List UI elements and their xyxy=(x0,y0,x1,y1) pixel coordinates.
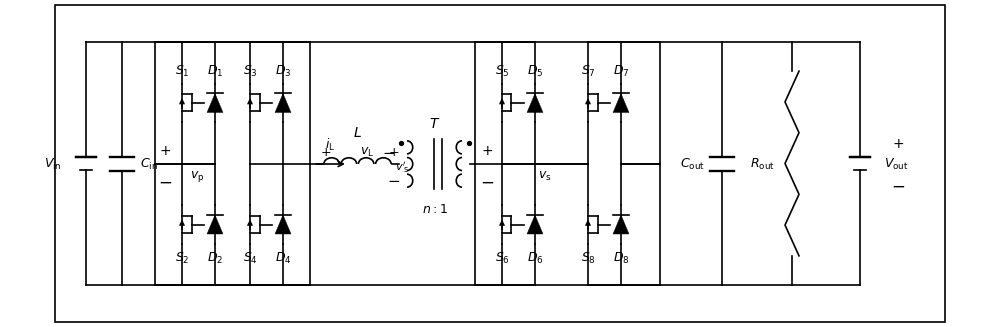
Text: $+$: $+$ xyxy=(388,146,400,159)
Text: $+$: $+$ xyxy=(159,144,171,158)
Text: $V_{\rm out}$: $V_{\rm out}$ xyxy=(884,156,909,172)
Text: $-$: $-$ xyxy=(891,177,905,195)
Text: $S_1$: $S_1$ xyxy=(175,64,189,79)
Text: $D_7$: $D_7$ xyxy=(613,64,629,79)
Text: $S_2$: $S_2$ xyxy=(175,251,189,266)
Polygon shape xyxy=(527,215,543,234)
Text: $L$: $L$ xyxy=(353,126,362,140)
Polygon shape xyxy=(275,94,291,112)
Polygon shape xyxy=(613,215,629,234)
Text: $-$: $-$ xyxy=(387,173,401,187)
Text: $S_5$: $S_5$ xyxy=(495,64,509,79)
Text: $-$: $-$ xyxy=(382,145,396,160)
Text: $v_{\rm L}$: $v_{\rm L}$ xyxy=(360,146,374,159)
Text: $i_{\rm L}$: $i_{\rm L}$ xyxy=(325,137,336,153)
Text: $-$: $-$ xyxy=(480,173,494,191)
Text: $D_8$: $D_8$ xyxy=(613,251,629,266)
Text: $D_3$: $D_3$ xyxy=(275,64,291,79)
Text: $+$: $+$ xyxy=(481,144,493,158)
Text: $T$: $T$ xyxy=(429,117,440,131)
Polygon shape xyxy=(275,215,291,234)
Text: $+$: $+$ xyxy=(892,137,904,151)
Polygon shape xyxy=(207,94,223,112)
Text: $v_{\rm s}$: $v_{\rm s}$ xyxy=(538,169,552,182)
Text: $S_8$: $S_8$ xyxy=(581,251,595,266)
Text: $-$: $-$ xyxy=(158,173,172,191)
Text: $v_{\rm p}$: $v_{\rm p}$ xyxy=(190,168,204,183)
Text: $D_6$: $D_6$ xyxy=(527,251,543,266)
Text: $D_2$: $D_2$ xyxy=(207,251,223,266)
Text: $+$: $+$ xyxy=(320,146,332,159)
Text: $S_4$: $S_4$ xyxy=(243,251,257,266)
Text: $D_1$: $D_1$ xyxy=(207,64,223,79)
Polygon shape xyxy=(613,94,629,112)
Text: $S_7$: $S_7$ xyxy=(581,64,595,79)
Polygon shape xyxy=(207,215,223,234)
Text: $V_{\rm in}$: $V_{\rm in}$ xyxy=(44,156,62,172)
Text: $S_6$: $S_6$ xyxy=(495,251,509,266)
Polygon shape xyxy=(527,94,543,112)
Text: $n{:}1$: $n{:}1$ xyxy=(422,203,447,216)
Text: $C_{\rm out}$: $C_{\rm out}$ xyxy=(680,156,705,172)
Text: $S_3$: $S_3$ xyxy=(243,64,257,79)
Text: $D_5$: $D_5$ xyxy=(527,64,543,79)
Text: $v'_{\!\rm s}$: $v'_{\!\rm s}$ xyxy=(395,161,409,175)
Text: $D_4$: $D_4$ xyxy=(275,251,291,266)
Text: $C_{\rm in}$: $C_{\rm in}$ xyxy=(140,156,158,172)
Text: $R_{\rm out}$: $R_{\rm out}$ xyxy=(750,156,775,172)
